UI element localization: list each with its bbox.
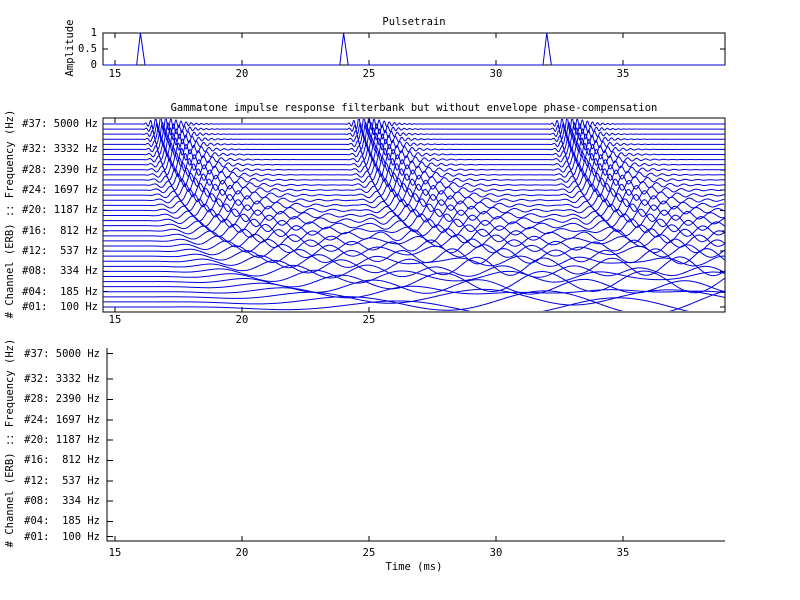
filterbank-x-tick-label: 15	[108, 314, 122, 326]
empty-plot-channel-tick-label: #04: 185 Hz	[24, 515, 100, 528]
filterbank-channel-tick-label: #04: 185 Hz	[22, 285, 98, 298]
filterbank-channel-tick-label: #20: 1187 Hz	[22, 204, 98, 217]
filterbank-channel-tick-label: #37: 5000 Hz	[22, 118, 98, 130]
empty-plot-x-tick-label: 30	[489, 547, 503, 559]
empty-plot-x-tick-label: 20	[235, 547, 249, 559]
pulsetrain-title: Pulsetrain	[382, 16, 446, 28]
pulsetrain-x-tick-label: 30	[489, 68, 503, 80]
empty-plot-channel-tick-label: #32: 3332 Hz	[24, 373, 100, 386]
pulsetrain-x-tick-label: 35	[616, 68, 630, 80]
filterbank-channel-tick-label: #08: 334 Hz	[22, 265, 98, 278]
pulsetrain-y-tick-label: 0.5	[78, 43, 97, 55]
empty-plot-x-tick-label: 35	[616, 547, 630, 559]
empty-plot-channel-tick-label: #24: 1697 Hz	[24, 413, 100, 426]
filterbank-x-tick-label: 25	[362, 314, 376, 326]
empty-plot-x-tick-label: 15	[108, 547, 122, 559]
pulsetrain-x-tick-label: 20	[235, 68, 249, 80]
filterbank-channel-tick-label: #28: 2390 Hz	[22, 163, 98, 176]
empty-plot-channel-tick-label: #16: 812 Hz	[24, 454, 100, 467]
filterbank-channel-tick-label: #24: 1697 Hz	[22, 184, 98, 197]
pulsetrain-x-tick-label: 15	[108, 68, 122, 80]
empty-plot-channel-tick-label: #37: 5000 Hz	[24, 347, 100, 360]
empty-plot-channel-tick-label: #28: 2390 Hz	[24, 393, 100, 406]
pulsetrain-y-tick-label: 0	[90, 59, 97, 71]
filterbank-title: Gammatone impulse response filterbank bu…	[170, 102, 658, 114]
empty-plot-channel-tick-label: #08: 334 Hz	[24, 495, 100, 508]
empty-plot-channel-tick-label: #20: 1187 Hz	[24, 434, 100, 447]
filterbank-x-tick-label: 20	[235, 314, 249, 326]
pulsetrain-y-tick-label: 1	[90, 27, 97, 39]
filterbank-channel-tick-label: #16: 812 Hz	[22, 224, 98, 237]
time-axis-label: Time (ms)	[385, 561, 443, 573]
filterbank-channel-tick-label: #01: 100 Hz	[22, 300, 98, 313]
empty-plot-channel-tick-label: #01: 100 Hz	[24, 530, 100, 543]
empty-plot-x-tick-label: 25	[362, 547, 376, 559]
filterbank-channel-tick-label: #12: 537 Hz	[22, 245, 98, 258]
filterbank-channel-tick-label: #32: 3332 Hz	[22, 143, 98, 156]
empty-plot-channel-tick-label: #12: 537 Hz	[24, 474, 100, 487]
pulsetrain-x-tick-label: 25	[362, 68, 376, 80]
